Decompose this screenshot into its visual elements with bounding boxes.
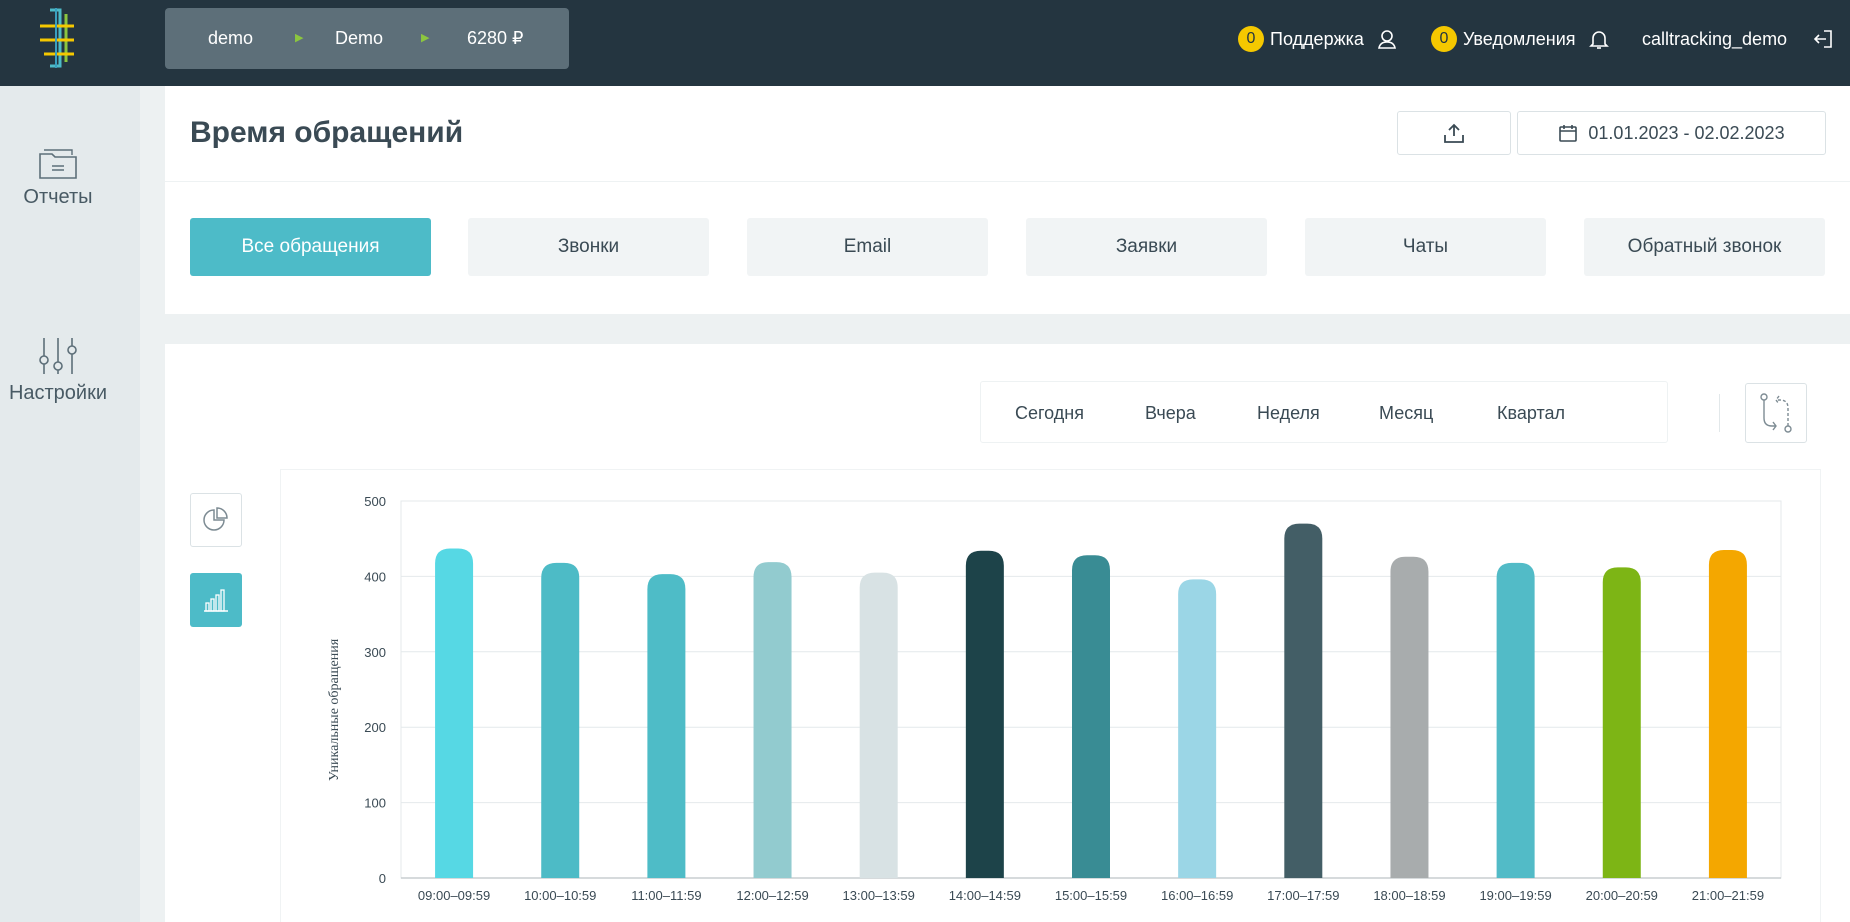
chevron-right-icon: ▶ [295,32,304,44]
period-today[interactable]: Сегодня [1015,403,1084,423]
bar-chart: 0 100 200 300 400 500 Уникальные обращения 09:0… [280,469,1821,922]
date-range-picker[interactable]: 01.01.2023 - 02.02.2023 [1517,111,1826,155]
x-tick-label: 15:00–15:59 [1055,888,1127,903]
upload-icon [1444,123,1464,143]
bar [859,572,898,878]
y-tick-label: 200 [364,720,386,735]
x-tick-label: 21:00–21:59 [1692,888,1764,903]
y-tick-label: 100 [364,796,386,811]
y-axis-label: Уникальные обращения [327,638,342,781]
bar [647,574,686,878]
bar [1390,556,1429,878]
period-selector: Сегодня Вчера Неделя Месяц Квартал [980,381,1668,443]
account-name[interactable]: demo [208,28,254,48]
pie-view-button[interactable] [190,493,242,547]
period-week[interactable]: Неделя [1257,403,1320,423]
logo-icon[interactable] [36,4,80,72]
y-tick-label: 500 [364,494,386,509]
tab-requests[interactable]: Заявки [1026,218,1267,276]
tab-email[interactable]: Email [747,218,988,276]
y-tick-label: 400 [364,569,386,584]
report-header: Время обращений 01.01.2023 - 02.02.2023 … [165,86,1850,314]
sliders-icon [39,338,77,374]
chevron-right-icon: ▶ [421,32,430,44]
sidebar-item-reports[interactable]: Отчеты [0,146,116,209]
user-menu[interactable]: calltracking_demo [1642,0,1787,78]
notifications-label: Уведомления [1463,28,1576,49]
pie-chart-icon [203,507,228,531]
x-tick-label: 12:00–12:59 [736,888,808,903]
page-title: Время обращений [190,116,464,149]
x-tick-label: 20:00–20:59 [1586,888,1658,903]
top-bar: demo ▶ Demo ▶ 6280 ₽ 0 Поддержка 0 Уведо… [0,0,1850,86]
bar [1284,523,1323,878]
y-tick-label: 0 [379,871,386,886]
tab-all[interactable]: Все обращения [190,218,431,276]
sidebar: Отчеты Настройки [0,86,140,922]
tab-callback[interactable]: Обратный звонок [1584,218,1825,276]
bar [1496,562,1535,878]
notifications-link[interactable]: 0 Уведомления [1431,0,1610,78]
sidebar-item-label: Настройки [8,382,108,404]
chart-canvas: 0 100 200 300 400 500 Уникальные обращения 09:0… [327,494,1782,903]
support-link[interactable]: 0 Поддержка [1238,0,1398,78]
folder-icon [39,149,77,179]
divider [165,181,1850,182]
bar [435,548,474,878]
divider [1719,394,1720,432]
x-tick-label: 09:00–09:59 [418,888,490,903]
x-tick-label: 14:00–14:59 [949,888,1021,903]
x-tick-label: 16:00–16:59 [1161,888,1233,903]
tab-calls[interactable]: Звонки [468,218,709,276]
x-tick-label: 18:00–18:59 [1373,888,1445,903]
x-tick-label: 17:00–17:59 [1267,888,1339,903]
compare-icon [1760,393,1792,433]
bar [1708,550,1747,878]
project-name[interactable]: Demo [335,28,384,48]
notifications-count-badge: 0 [1431,26,1457,52]
period-quarter[interactable]: Квартал [1497,403,1566,423]
support-icon [1377,30,1396,49]
date-range-value: 01.01.2023 - 02.02.2023 [1588,122,1785,143]
period-month[interactable]: Месяц [1379,403,1434,423]
x-tick-label: 11:00–11:59 [631,888,701,903]
bar [753,562,792,878]
bar-view-button[interactable] [190,573,242,627]
logout-icon[interactable] [1812,28,1834,50]
bar [1178,579,1217,878]
x-tick-label: 19:00–19:59 [1479,888,1551,903]
bar [541,562,580,878]
bar [1602,567,1641,878]
support-label: Поддержка [1270,28,1364,49]
export-button[interactable] [1397,111,1511,155]
x-tick-label: 10:00–10:59 [524,888,596,903]
sidebar-item-label: Отчеты [23,186,93,208]
compare-button[interactable] [1745,383,1807,443]
balance[interactable]: 6280 ₽ [467,28,524,48]
sidebar-item-settings[interactable]: Настройки [0,336,116,405]
chart-card: Сегодня Вчера Неделя Месяц Квартал 0 100 2… [165,344,1850,922]
account-switcher[interactable]: demo ▶ Demo ▶ 6280 ₽ [165,8,569,69]
support-count-badge: 0 [1238,26,1264,52]
y-tick-label: 300 [364,645,386,660]
bell-icon [1588,31,1609,49]
bar-chart-icon [204,589,228,612]
tab-chats[interactable]: Чаты [1305,218,1546,276]
bar [965,550,1004,878]
bar [1072,555,1110,878]
x-tick-label: 13:00–13:59 [843,888,915,903]
calendar-icon [1559,125,1578,142]
username[interactable]: calltracking_demo [1642,28,1788,49]
period-yesterday[interactable]: Вчера [1145,403,1196,423]
